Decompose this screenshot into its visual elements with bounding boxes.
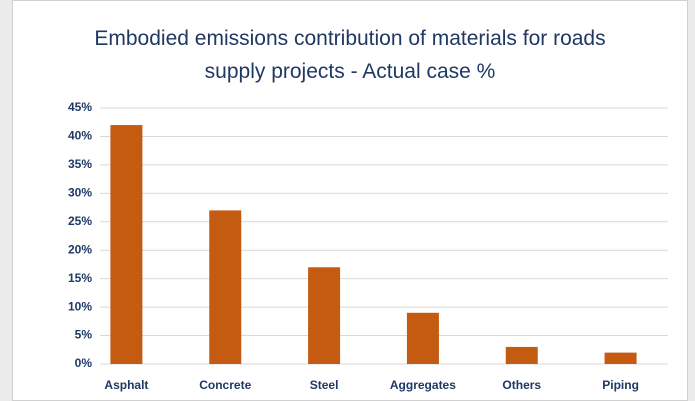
y-tick-label: 35% [68,157,92,171]
x-tick-label: Piping [602,378,639,392]
x-tick-label: Steel [310,378,339,392]
chart-title: Embodied emissions contribution of mater… [94,27,606,83]
bar [110,125,143,364]
bar [406,312,439,364]
x-tick-label: Concrete [199,378,251,392]
x-tick-label: Asphalt [104,378,148,392]
x-tick-label: Others [502,378,541,392]
y-tick-label: 15% [68,271,92,285]
y-tick-label: 5% [75,328,93,342]
y-tick-label: 10% [68,299,92,313]
y-tick-label: 40% [68,129,92,143]
y-tick-label: 20% [68,242,92,256]
y-tick-label: 30% [68,186,92,200]
x-tick-label: Aggregates [390,378,456,392]
y-tick-label: 0% [75,356,93,370]
bar [604,352,637,364]
bar [209,210,242,364]
bar [505,346,538,364]
bar [308,267,341,364]
y-tick-label: 25% [68,214,92,228]
y-tick-label: 45% [68,100,92,114]
